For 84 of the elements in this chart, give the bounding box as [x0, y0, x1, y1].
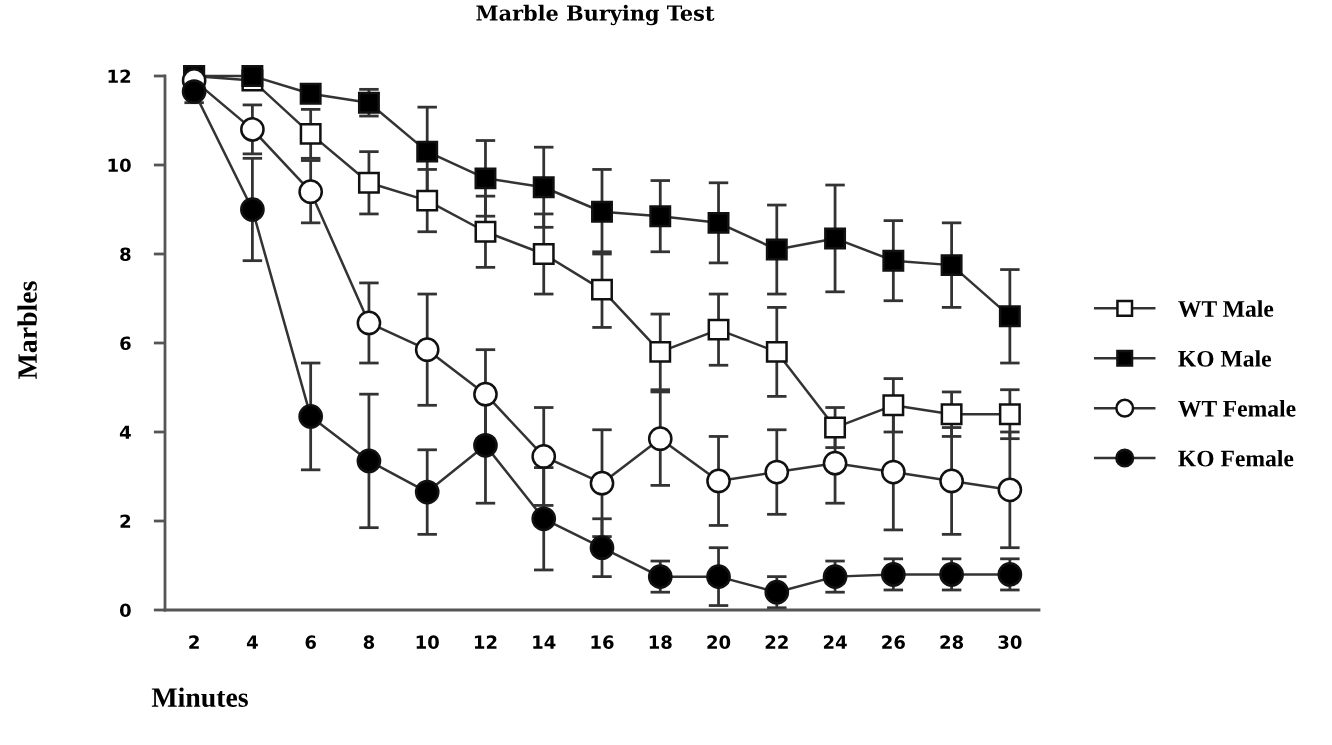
point [765, 238, 788, 261]
legend-label: WT Female [1178, 400, 1296, 417]
point [240, 117, 265, 142]
point [299, 82, 322, 105]
x-tick-label: 24 [823, 635, 847, 649]
point [357, 171, 380, 194]
y-tick-label: 12 [108, 69, 131, 83]
point [589, 535, 615, 561]
x-tick-label: 2 [189, 635, 199, 649]
point [939, 562, 964, 587]
point [882, 249, 905, 272]
y-tick-label: 2 [120, 514, 131, 528]
point [764, 459, 790, 485]
point [998, 403, 1021, 426]
chart-title: Marble Burying Test [476, 4, 715, 26]
x-tick-label: 12 [474, 635, 497, 649]
point [706, 564, 731, 589]
point [707, 211, 730, 234]
point [241, 65, 264, 87]
point [882, 394, 905, 417]
point [880, 562, 906, 587]
point [416, 140, 439, 163]
point [298, 404, 324, 429]
x-tick-label: 10 [416, 635, 439, 649]
point [299, 122, 322, 145]
y-tick-label: 6 [120, 336, 131, 351]
point [298, 179, 324, 205]
point [880, 459, 906, 485]
point [591, 200, 613, 223]
x-tick-label: 18 [649, 635, 672, 649]
point [416, 189, 439, 212]
point [474, 167, 497, 190]
point [998, 305, 1021, 328]
x-tick-label: 26 [882, 635, 905, 649]
y-tick-label: 4 [119, 425, 131, 439]
x-tick-label: 22 [765, 635, 788, 649]
point [414, 479, 440, 505]
point [356, 310, 382, 336]
x-tick-label: 28 [940, 635, 964, 649]
point [649, 205, 672, 228]
point [707, 318, 730, 341]
point [591, 278, 613, 301]
point [647, 564, 673, 589]
legend-label: KO Male [1178, 350, 1271, 367]
point [414, 337, 440, 363]
y-tick-label: 10 [108, 158, 131, 173]
point [647, 426, 673, 452]
x-tick-label: 30 [998, 635, 1022, 649]
point [940, 254, 963, 277]
point [473, 432, 498, 458]
point [997, 562, 1023, 587]
point [181, 79, 207, 104]
point [939, 468, 964, 494]
point [240, 197, 265, 222]
point [764, 579, 790, 605]
x-axis-title: Minutes [151, 687, 248, 708]
point [531, 444, 557, 469]
x-tick-label: 20 [707, 635, 731, 649]
point [822, 450, 848, 476]
x-tick-label: 16 [591, 635, 614, 649]
point [997, 477, 1023, 503]
x-tick-label: 14 [533, 635, 556, 649]
point [824, 416, 847, 439]
x-tick-label: 6 [305, 635, 316, 649]
y-axis-title: Marbles [17, 281, 37, 379]
point [474, 220, 497, 243]
x-tick-label: 4 [246, 635, 258, 649]
point [706, 468, 731, 494]
point [532, 176, 555, 199]
point [822, 564, 848, 589]
legend-label: KO Female [1178, 449, 1294, 467]
point [532, 243, 555, 265]
point [765, 340, 788, 363]
point [940, 403, 963, 426]
point [356, 448, 382, 474]
y-tick-label: 0 [119, 603, 131, 618]
legend-label: WT Male [1178, 300, 1274, 317]
y-tick-label: 8 [120, 247, 131, 262]
x-tick-label: 8 [363, 635, 375, 649]
point [473, 381, 498, 407]
point [531, 506, 557, 532]
point [824, 227, 847, 250]
point [589, 470, 615, 496]
point [649, 340, 672, 363]
